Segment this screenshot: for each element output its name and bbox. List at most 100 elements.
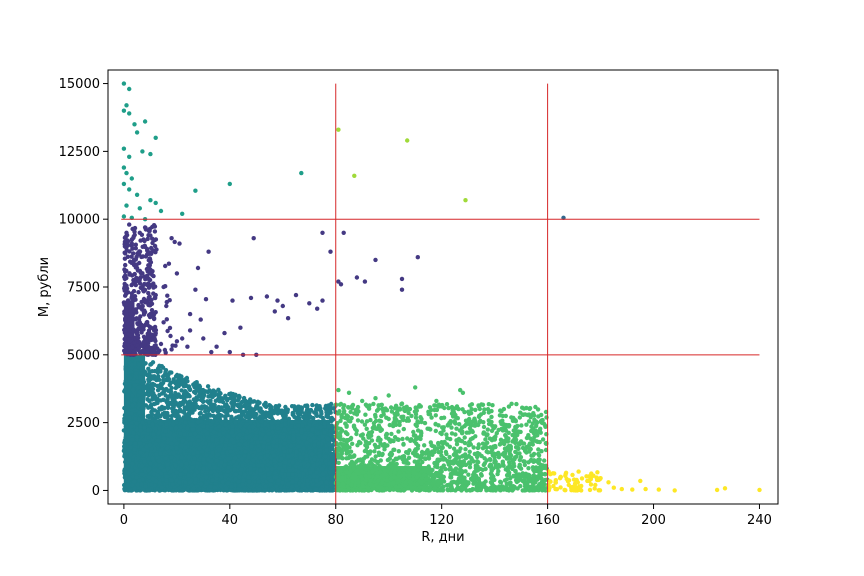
data-point — [239, 467, 244, 472]
data-point — [180, 438, 186, 443]
data-point — [247, 479, 252, 484]
data-point — [201, 393, 206, 399]
data-point — [182, 383, 187, 389]
data-point — [236, 395, 241, 400]
data-point — [199, 406, 204, 411]
data-point — [156, 374, 161, 379]
data-point — [126, 410, 132, 416]
data-point — [306, 462, 311, 468]
data-point — [263, 484, 268, 489]
data-point — [276, 478, 281, 483]
data-point — [131, 430, 136, 436]
data-point — [171, 432, 177, 438]
data-point — [295, 461, 300, 466]
data-point — [299, 427, 304, 433]
data-point — [297, 473, 302, 478]
data-point — [466, 472, 471, 477]
data-point — [205, 384, 211, 389]
data-point — [244, 458, 249, 464]
data-point — [200, 440, 205, 446]
data-point — [239, 409, 244, 414]
data-point — [325, 436, 331, 442]
data-point — [167, 382, 172, 388]
data-point — [152, 229, 158, 234]
data-point — [182, 469, 188, 474]
data-point — [262, 403, 267, 408]
data-point — [159, 364, 164, 369]
data-point — [215, 413, 221, 419]
data-point — [279, 456, 284, 461]
data-point — [204, 475, 209, 480]
data-point — [321, 476, 326, 481]
data-point — [212, 465, 217, 470]
data-point — [146, 334, 152, 340]
data-point — [181, 428, 186, 433]
data-point — [230, 394, 235, 400]
data-point — [258, 455, 263, 460]
data-point — [218, 474, 224, 479]
data-point — [140, 463, 145, 469]
data-point — [329, 415, 334, 421]
data-point — [220, 426, 226, 432]
data-point — [138, 428, 143, 433]
data-point — [193, 477, 198, 482]
data-point — [248, 414, 253, 420]
data-point — [158, 465, 164, 470]
data-point — [145, 488, 151, 493]
data-point — [274, 410, 280, 415]
data-point — [296, 436, 302, 441]
data-point — [159, 442, 165, 448]
data-point — [179, 388, 184, 393]
data-point — [303, 468, 308, 473]
data-point — [149, 245, 154, 251]
data-point — [205, 399, 210, 404]
data-point — [290, 472, 295, 477]
data-point — [141, 312, 147, 317]
data-point — [122, 381, 128, 386]
data-point — [285, 482, 291, 487]
data-point — [204, 431, 210, 436]
data-point — [134, 469, 140, 474]
data-point — [125, 478, 131, 484]
data-point — [320, 471, 326, 477]
data-point — [252, 436, 258, 441]
data-point — [166, 261, 172, 266]
data-point — [146, 392, 151, 398]
data-point — [231, 440, 236, 445]
data-point — [228, 391, 234, 396]
data-point — [185, 403, 190, 408]
data-point — [228, 449, 233, 454]
data-point — [304, 453, 309, 458]
data-point — [226, 456, 231, 461]
data-point — [185, 487, 190, 493]
data-point — [248, 419, 253, 425]
data-point — [122, 311, 127, 316]
data-point — [155, 388, 161, 393]
data-point — [122, 250, 127, 255]
data-point — [240, 463, 245, 468]
data-point — [314, 478, 319, 483]
data-point — [252, 488, 257, 493]
data-point — [196, 488, 201, 493]
data-point — [129, 362, 134, 368]
data-point — [312, 420, 317, 425]
data-point — [185, 416, 190, 421]
data-point — [169, 441, 174, 446]
data-point — [123, 316, 128, 321]
data-point — [305, 425, 311, 430]
data-point — [305, 478, 310, 483]
data-point — [126, 471, 132, 476]
data-point — [127, 271, 132, 276]
data-point — [212, 485, 218, 490]
data-point — [212, 389, 218, 394]
data-point — [124, 286, 130, 291]
data-point — [195, 469, 200, 475]
data-point — [127, 415, 132, 420]
data-point — [163, 350, 168, 355]
data-point — [214, 458, 219, 463]
data-point — [295, 423, 301, 428]
data-point — [240, 482, 245, 487]
data-point — [123, 302, 128, 307]
data-point — [138, 424, 143, 430]
data-point — [137, 389, 142, 395]
